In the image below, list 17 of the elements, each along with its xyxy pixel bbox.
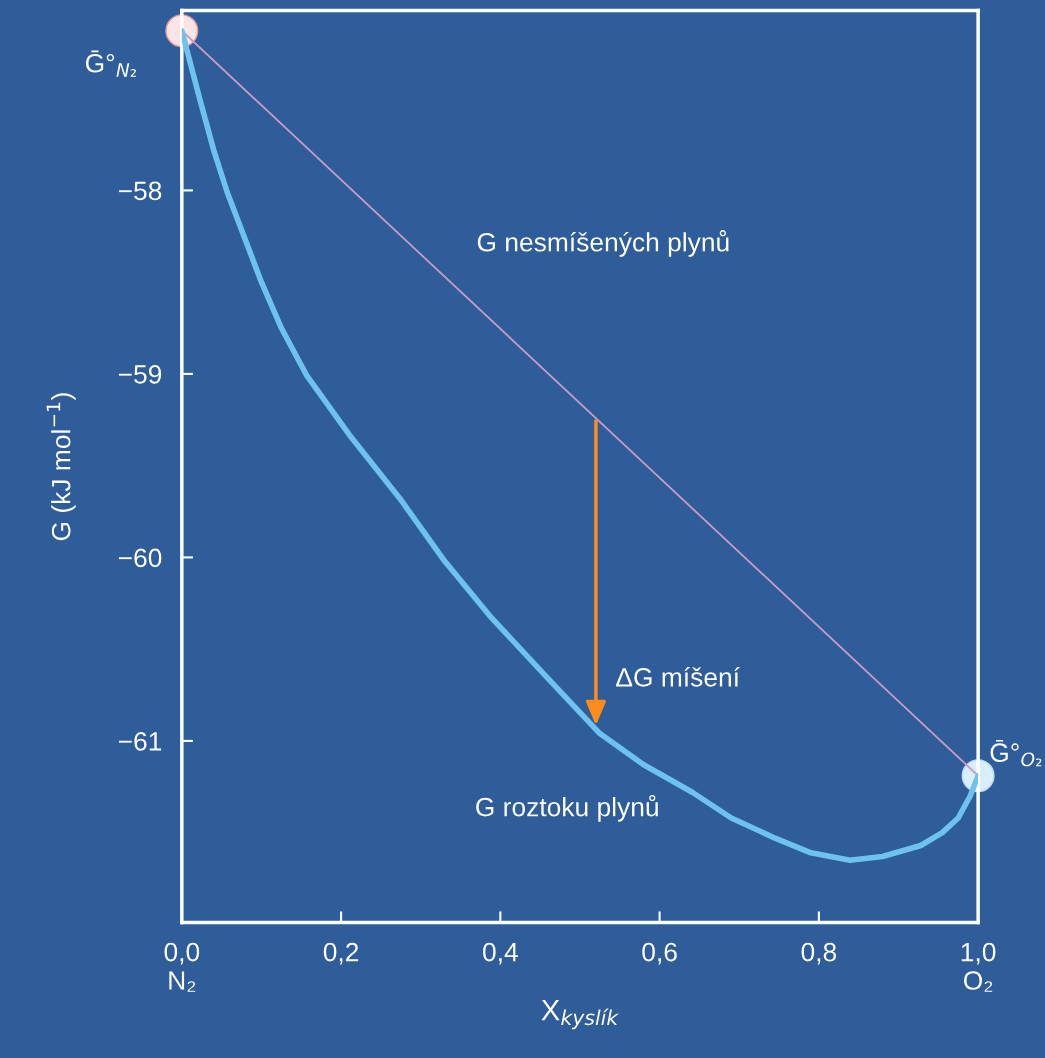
y-tick-label: −59	[118, 365, 162, 384]
x-tick-label: 0,6	[642, 942, 677, 965]
series-label: G roztoku plynů	[476, 794, 658, 822]
x-tick-label: 1,0 O₂	[961, 942, 996, 992]
y-axis-title: G (kJ mol$^{−1}$)	[46, 393, 76, 541]
x-axis-title: X$_{kyslík}$	[541, 1000, 619, 1030]
annotation: Ḡ°$_{N₂}$	[85, 50, 136, 77]
y-tick-label: −58	[118, 181, 162, 201]
x-tick-label: 0,4	[483, 942, 518, 965]
y-tick-label: −60	[118, 548, 162, 568]
series-label: G nesmíšených plynů	[477, 230, 729, 257]
x-tick-label: 0,0 N₂	[164, 942, 200, 992]
annotation: ΔG míšení	[616, 666, 740, 687]
annotation: Ḡ°$_{O₂}$	[990, 739, 1042, 767]
y-tick-label: −61	[118, 732, 162, 751]
x-tick-label: 0,8	[801, 942, 837, 965]
x-tick-label: 0,2	[323, 942, 359, 965]
